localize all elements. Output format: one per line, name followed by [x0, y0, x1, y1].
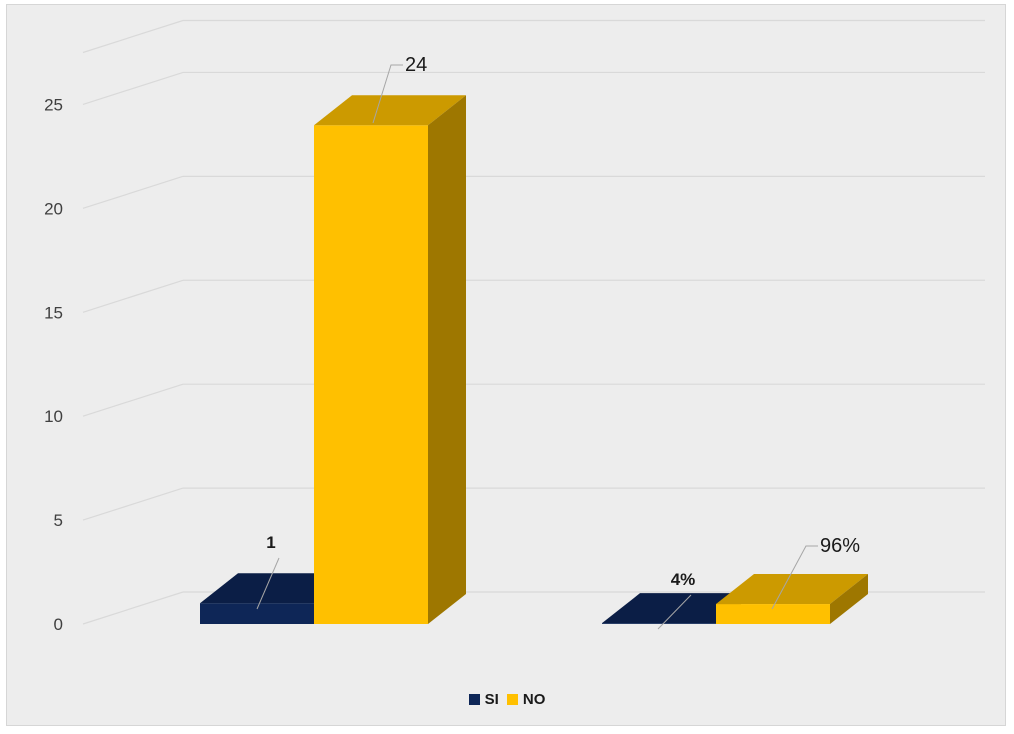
y-tick-label: 25 — [44, 95, 63, 114]
data-label-leader — [657, 594, 692, 630]
data-label: 24 — [405, 54, 427, 76]
legend: SI NO — [7, 691, 1007, 709]
data-label-leader — [771, 545, 818, 610]
legend-item-no: NO — [506, 691, 546, 708]
legend-swatch-si — [468, 694, 480, 705]
y-tick-label: 10 — [44, 407, 63, 426]
data-label: 1 — [266, 533, 275, 552]
data-label-leader — [372, 64, 403, 124]
gridline-side — [82, 71, 184, 106]
y-tick-label: 5 — [54, 511, 63, 530]
chart-area: 0 5 10 15 20 25 1 24 4% 96% SI NO — [6, 4, 1006, 726]
data-label-leader — [256, 557, 280, 610]
bar-no-front — [716, 604, 830, 624]
gridline-side — [82, 591, 184, 625]
legend-item-si: SI — [468, 691, 499, 708]
legend-label-si: SI — [484, 691, 499, 708]
gridline-side — [82, 279, 184, 313]
gridline-side — [82, 383, 184, 417]
bar-no-side — [428, 95, 466, 625]
y-tick-label: 20 — [44, 199, 63, 218]
data-label: 96% — [820, 535, 860, 557]
bar-no-side — [830, 574, 868, 624]
data-label: 4% — [671, 570, 696, 589]
y-tick-label: 0 — [54, 615, 63, 634]
gridline-side — [82, 19, 184, 54]
bar-chart-3d: 0 5 10 15 20 25 1 24 4% 96% — [44, 19, 985, 634]
bar-si-front — [200, 603, 314, 624]
gridline-side — [82, 175, 184, 209]
legend-swatch-no — [506, 694, 518, 705]
legend-label-no: NO — [522, 691, 546, 708]
gridline-side — [82, 487, 184, 521]
bar-no-top — [716, 574, 868, 605]
bar-no-front — [314, 125, 428, 625]
bar-si-front — [602, 623, 716, 624]
y-tick-label: 15 — [44, 303, 63, 322]
bar-no-top — [314, 95, 466, 126]
